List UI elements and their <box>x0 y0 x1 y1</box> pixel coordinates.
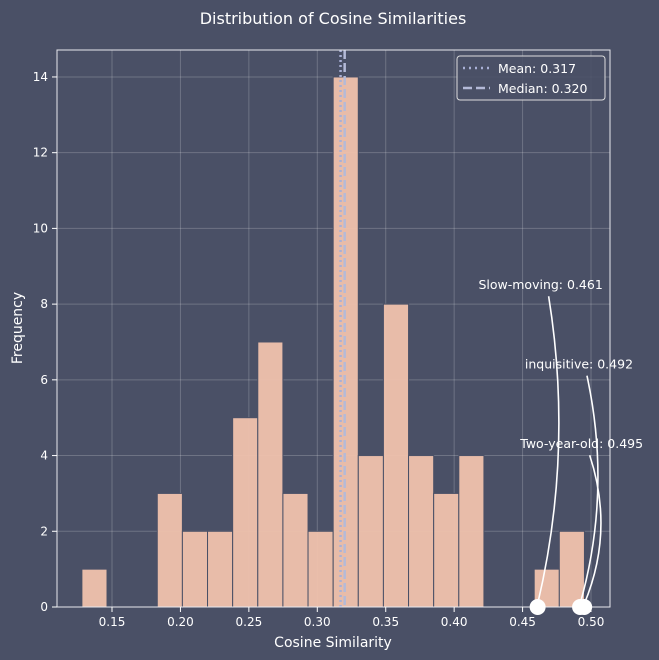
y-tick-label: 0 <box>40 600 48 614</box>
y-tick-label: 2 <box>40 524 48 538</box>
annotation-label: Slow-moving: 0.461 <box>478 277 602 292</box>
histogram-bar <box>307 530 334 608</box>
histogram-bar <box>558 530 585 608</box>
x-tick-label: 0.30 <box>304 615 331 629</box>
y-tick-label: 14 <box>33 70 48 84</box>
annotation-arrow <box>536 296 560 605</box>
legend-box <box>456 55 606 101</box>
legend-median-label: Median: 0.320 <box>498 81 587 96</box>
y-tick-label: 12 <box>33 146 48 160</box>
y-tick-label: 10 <box>33 221 48 235</box>
histogram-bar <box>357 455 384 608</box>
annotation-point <box>529 599 546 615</box>
histogram-bar <box>156 492 183 608</box>
chart-title: Distribution of Cosine Similarities <box>200 9 467 28</box>
x-tick-label: 0.35 <box>372 615 399 629</box>
histogram-bar <box>458 455 485 608</box>
histogram-bar <box>207 530 234 608</box>
histogram-bar <box>257 341 284 608</box>
histogram-bar <box>408 455 435 608</box>
legend-mean-label: Mean: 0.317 <box>498 61 576 76</box>
annotation-arrow <box>583 454 602 605</box>
x-tick-label: 0.20 <box>167 615 194 629</box>
y-tick-label: 4 <box>40 449 48 463</box>
histogram-bar <box>433 492 460 608</box>
legend: Mean: 0.317 Median: 0.320 <box>456 55 606 101</box>
plot-frame <box>56 49 611 608</box>
annotation-label: inquisitive: 0.492 <box>525 357 633 372</box>
annotation-point <box>576 599 593 615</box>
x-tick-label: 0.50 <box>578 615 605 629</box>
x-axis-label: Cosine Similarity <box>274 635 392 651</box>
y-axis-label: Frequency <box>10 292 26 364</box>
x-tick-label: 0.40 <box>441 615 468 629</box>
y-tick-label: 6 <box>40 373 48 387</box>
histogram-bar <box>382 303 410 608</box>
y-tick-label: 8 <box>40 297 48 311</box>
histogram-bar <box>282 492 309 608</box>
histogram-bar <box>232 417 259 608</box>
x-tick-label: 0.45 <box>509 615 536 629</box>
x-tick-label: 0.15 <box>99 615 126 629</box>
x-tick-label: 0.25 <box>236 615 263 629</box>
annotation-label: Two-year-old: 0.495 <box>519 436 643 451</box>
histogram-bar <box>81 568 108 608</box>
histogram-bar <box>181 530 209 608</box>
